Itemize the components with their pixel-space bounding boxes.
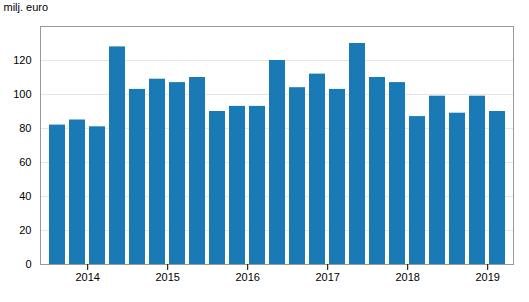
svg-text:2017: 2017 [315,271,339,283]
svg-text:2014: 2014 [75,271,99,283]
svg-text:100: 100 [13,88,31,100]
svg-text:2018: 2018 [395,271,419,283]
svg-text:2015: 2015 [155,271,179,283]
svg-text:40: 40 [19,190,31,202]
svg-text:milj. euro: milj. euro [4,1,49,13]
svg-text:2019: 2019 [475,271,499,283]
svg-text:0: 0 [25,258,31,270]
svg-text:2016: 2016 [235,271,259,283]
svg-text:20: 20 [19,224,31,236]
svg-text:80: 80 [19,122,31,134]
svg-text:120: 120 [13,54,31,66]
svg-text:60: 60 [19,156,31,168]
